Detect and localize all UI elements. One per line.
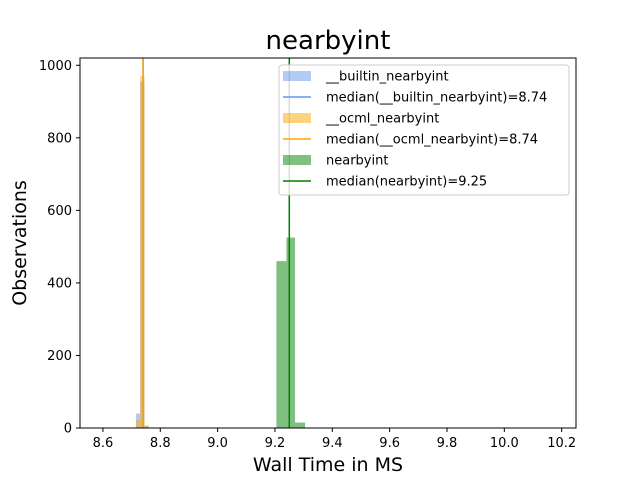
chart-title: nearbyint	[266, 26, 391, 56]
legend-label-1: median(__builtin_nearbyint)=8.74	[326, 91, 547, 106]
legend-label-4: nearbyint	[326, 154, 388, 169]
legend-label-0: __builtin_nearbyint	[325, 70, 449, 85]
bar-2-2	[295, 422, 306, 428]
bar-2-0	[276, 261, 287, 428]
legend: __builtin_nearbyint median(__builtin_near…	[278, 64, 570, 196]
legend-label-3: median(__ocml_nearbyint)=8.74	[326, 133, 538, 148]
bar-1-3	[144, 425, 149, 428]
median-lines	[142, 58, 291, 428]
x-axis-label: Wall Time in MS	[253, 454, 403, 476]
y-tick-label-5: 1000	[39, 59, 72, 74]
x-tick-label-1: 8.8	[150, 436, 171, 451]
y-tick-label-0: 0	[64, 422, 72, 437]
x-tick-label-3: 9.2	[265, 436, 286, 451]
y-axis: 0 200 400 600 800 1000	[39, 59, 80, 437]
bars-layer	[102, 76, 306, 428]
x-axis: 8.6 8.8 9.0 9.2 9.4 9.6 9.8 10.0 10.2	[93, 428, 576, 451]
y-tick-label-4: 800	[47, 131, 72, 146]
legend-box	[278, 64, 570, 196]
x-tick-label-6: 9.8	[437, 436, 458, 451]
legend-label-2: __ocml_nearbyint	[325, 112, 439, 127]
y-tick-label-2: 400	[47, 276, 72, 291]
legend-swatch-2	[283, 113, 311, 123]
legend-label-5: median(nearbyint)=9.25	[326, 175, 487, 190]
y-tick-label-1: 200	[47, 349, 72, 364]
bar-1-1	[135, 420, 141, 428]
plot-frame	[79, 57, 577, 429]
x-tick-label-2: 9.0	[207, 436, 228, 451]
y-axis-label: Observations	[9, 180, 31, 306]
x-tick-label-4: 9.4	[322, 436, 343, 451]
legend-swatch-0	[283, 71, 311, 81]
legend-swatch-4	[283, 155, 311, 165]
x-tick-label-5: 9.6	[379, 436, 400, 451]
x-tick-label-0: 8.6	[93, 436, 114, 451]
y-tick-label-3: 600	[47, 204, 72, 219]
bar-2-1	[286, 237, 296, 428]
x-tick-label-7: 10.0	[490, 436, 519, 451]
x-tick-label-8: 10.2	[547, 436, 576, 451]
